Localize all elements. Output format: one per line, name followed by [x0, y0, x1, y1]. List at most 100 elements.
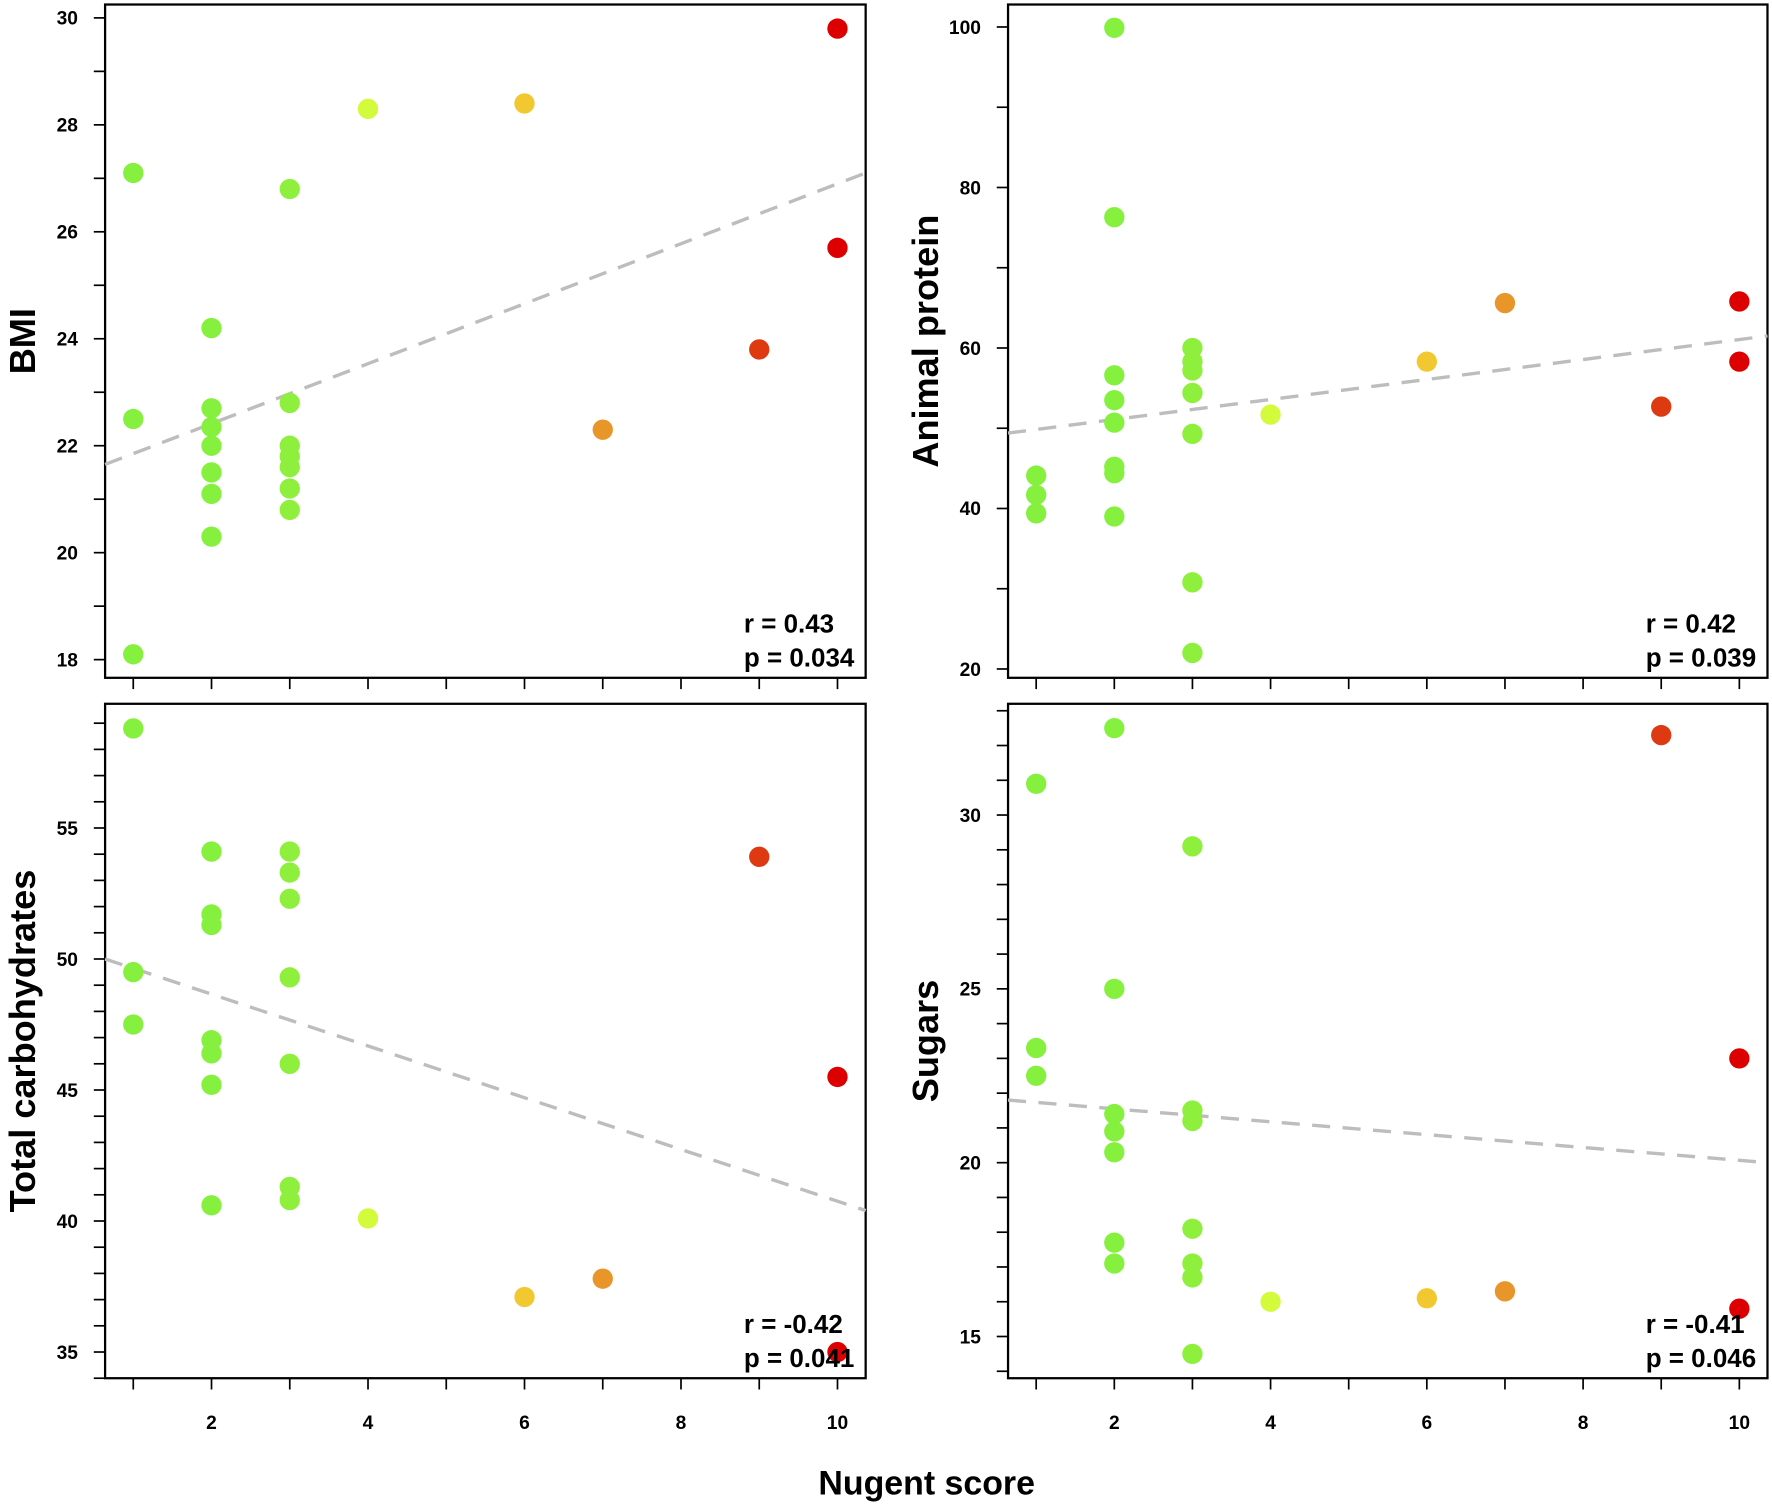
data-point — [1104, 506, 1125, 527]
data-point — [1182, 382, 1203, 404]
data-point — [279, 1053, 300, 1074]
data-point — [827, 1066, 848, 1088]
y-tick-label: 40 — [960, 499, 981, 520]
data-point — [1104, 207, 1125, 228]
data-point — [1104, 1232, 1125, 1253]
y-tick-label: 20 — [960, 1153, 981, 1174]
data-point — [749, 339, 770, 360]
data-point — [1104, 463, 1125, 484]
data-point — [1026, 503, 1047, 524]
data-point — [592, 1268, 613, 1289]
trend-line — [104, 171, 867, 467]
data-point — [1026, 773, 1047, 794]
data-point — [1104, 1121, 1125, 1142]
data-point — [1104, 1142, 1125, 1163]
data-point — [357, 98, 379, 119]
y-tick-label: 15 — [960, 1327, 982, 1348]
y-tick-label: 40 — [57, 1212, 78, 1233]
data-point — [1104, 17, 1125, 38]
data-point — [123, 718, 144, 739]
y-tick-label: 60 — [960, 339, 981, 360]
data-point — [279, 392, 300, 414]
data-point — [1182, 1253, 1203, 1274]
data-point — [827, 1341, 848, 1363]
y-axis-label: BMI — [2, 308, 43, 374]
x-tick-label: 10 — [827, 1413, 848, 1434]
y-tick-label: 30 — [960, 806, 981, 827]
data-point — [201, 1043, 222, 1064]
data-point — [279, 456, 300, 478]
y-tick-label: 100 — [949, 18, 981, 39]
data-point — [1182, 423, 1203, 445]
data-point — [1026, 484, 1047, 506]
y-tick-label: 50 — [57, 950, 78, 971]
data-point — [279, 178, 300, 200]
data-point — [1104, 717, 1125, 739]
data-point — [1104, 389, 1125, 411]
y-tick-label: 24 — [57, 330, 79, 351]
data-point — [201, 317, 222, 339]
data-point — [514, 1286, 535, 1308]
y-tick-label: 28 — [57, 116, 79, 137]
data-point — [1182, 1343, 1203, 1365]
data-point — [592, 419, 613, 440]
y-axis-label: Sugars — [905, 980, 946, 1103]
data-point — [201, 1074, 222, 1095]
x-axis-label: Nugent score — [818, 1465, 1035, 1503]
data-point — [201, 841, 222, 862]
data-point — [1182, 1110, 1203, 1132]
data-point — [1260, 1291, 1281, 1312]
data-point — [1651, 724, 1672, 746]
data-point — [123, 408, 144, 430]
x-tick-label: 8 — [676, 1413, 687, 1434]
y-tick-label: 20 — [57, 543, 78, 564]
p-value: p = 0.046 — [1646, 1343, 1756, 1373]
x-tick-label: 4 — [363, 1413, 374, 1434]
plot-frame — [1006, 3, 1769, 679]
data-point — [201, 526, 222, 547]
y-tick-label: 25 — [960, 980, 982, 1001]
trend-line — [1007, 1098, 1768, 1165]
data-point — [1182, 1218, 1203, 1239]
data-point — [749, 846, 770, 867]
data-point — [1104, 412, 1125, 433]
data-point — [279, 841, 300, 862]
x-tick-label: 10 — [1729, 1413, 1750, 1434]
data-point — [514, 93, 535, 114]
data-point — [1729, 1298, 1750, 1319]
data-point — [123, 644, 144, 665]
panel-1: 18 20 22 24 26 28 30 BMI r = 0.43 p = 0.034 — [2, 3, 867, 690]
data-point — [1182, 836, 1203, 857]
y-tick-label: 55 — [57, 819, 79, 840]
data-point — [1651, 396, 1672, 417]
data-point — [1026, 465, 1047, 486]
data-point — [201, 914, 222, 936]
correlation-r: r = 0.43 — [744, 609, 834, 639]
data-point — [1026, 1065, 1047, 1086]
y-tick-label: 26 — [57, 223, 78, 244]
data-point — [827, 237, 848, 259]
y-tick-label: 30 — [57, 9, 78, 30]
data-point — [279, 1189, 300, 1211]
x-tick-label: 8 — [1578, 1413, 1589, 1434]
panel-4: 15 20 25 30 2 4 6 8 10 Sugars r = -0.41 p = 0.046 — [905, 702, 1769, 1434]
data-point — [1182, 642, 1203, 664]
x-tick-label: 6 — [519, 1413, 530, 1434]
data-point — [279, 499, 300, 521]
data-point — [1729, 1048, 1750, 1069]
panel-3: 35 40 45 50 55 2 4 6 8 10 Total carbohydrates r = -… — [2, 702, 867, 1434]
data-point — [1416, 351, 1438, 372]
data-point — [123, 1014, 144, 1035]
x-tick-label: 4 — [1265, 1413, 1276, 1434]
x-tick-label: 6 — [1421, 1413, 1432, 1434]
data-point — [201, 483, 222, 505]
y-tick-label: 22 — [57, 436, 78, 457]
data-point — [201, 1195, 222, 1216]
data-point — [1416, 1288, 1438, 1309]
y-tick-label: 18 — [57, 650, 79, 671]
data-point — [201, 435, 222, 456]
data-point — [1104, 978, 1125, 1000]
data-point — [1104, 1103, 1125, 1125]
panel-2: 20 40 60 80 100 Animal protein r = 0.42 p = 0.0… — [905, 3, 1769, 690]
